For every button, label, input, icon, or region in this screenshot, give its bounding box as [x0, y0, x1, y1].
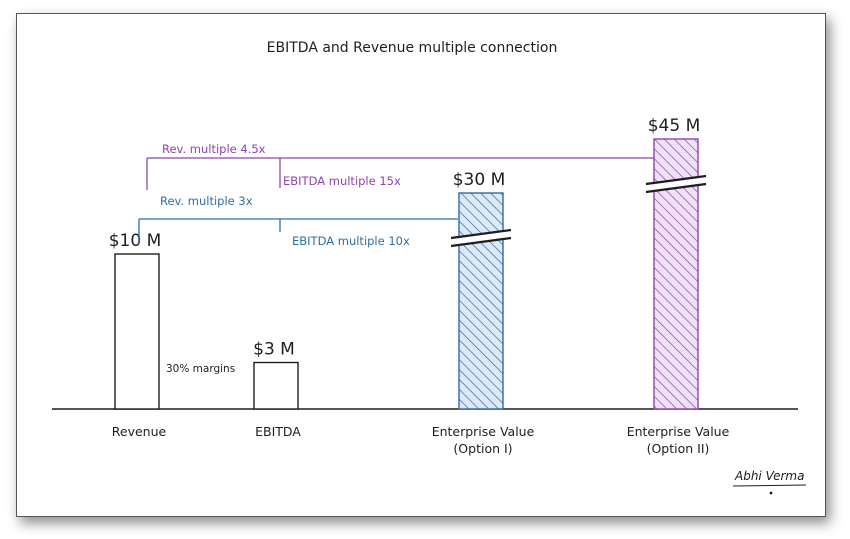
ebitda-multiple-10-label: EBITDA multiple 10x [292, 234, 410, 248]
bar-3 [458, 192, 504, 410]
category-label-1: Revenue [112, 424, 167, 439]
bar-1 [114, 253, 160, 410]
purple-bracket [146, 157, 654, 190]
category-label-2: EBITDA [255, 424, 301, 439]
chart-title: EBITDA and Revenue multiple connection [267, 40, 558, 56]
value-labels-group: $10 M $3 M $30 M $45 M [109, 116, 701, 360]
axis-break-mark-4 [645, 174, 707, 194]
value-label-2: $3 M [253, 340, 295, 360]
category-label-4-line-1: Enterprise Value [627, 424, 730, 439]
category-labels-group: Revenue EBITDA Enterprise Value (Option I) E… [112, 424, 730, 456]
bars-group [114, 138, 707, 410]
category-label-3-line-2: (Option I) [453, 441, 512, 456]
bar-2 [253, 361, 299, 410]
blue-bracket [138, 218, 458, 244]
rev-multiple-4-5-label: Rev. multiple 4.5x [162, 142, 266, 156]
value-label-3: $30 M [453, 170, 506, 190]
value-label-1: $10 M [109, 231, 162, 251]
category-label-4-line-2: (Option II) [647, 441, 710, 456]
ebitda-multiple-15-label: EBITDA multiple 15x [283, 174, 401, 188]
signature-underline [732, 484, 807, 487]
rev-multiple-3-label: Rev. multiple 3x [160, 194, 253, 208]
signature-dot [769, 491, 773, 495]
axis-break-mark-3 [450, 228, 512, 248]
margins-annotation: 30% margins [166, 363, 235, 375]
category-label-3-line-1: Enterprise Value [432, 424, 535, 439]
value-label-4: $45 M [648, 116, 701, 136]
signature: Abhi Verma [734, 469, 804, 483]
